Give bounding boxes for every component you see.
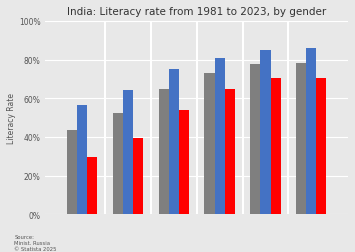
Bar: [67, 131, 77, 214]
Bar: [113, 114, 123, 214]
Bar: [169, 69, 179, 214]
Bar: [250, 65, 261, 214]
Y-axis label: Literacy Rate: Literacy Rate: [7, 93, 16, 143]
Bar: [296, 64, 306, 214]
Bar: [242, 22, 288, 214]
Bar: [133, 139, 143, 214]
Bar: [204, 74, 214, 214]
Bar: [306, 49, 316, 214]
Bar: [159, 90, 169, 214]
Bar: [87, 157, 97, 214]
Bar: [123, 91, 133, 214]
Bar: [316, 79, 327, 214]
Bar: [261, 51, 271, 214]
Bar: [197, 22, 242, 214]
Bar: [214, 59, 225, 214]
Bar: [179, 111, 189, 214]
Title: India: Literacy rate from 1981 to 2023, by gender: India: Literacy rate from 1981 to 2023, …: [67, 7, 326, 17]
Bar: [225, 90, 235, 214]
Bar: [271, 79, 280, 214]
Bar: [59, 22, 105, 214]
Bar: [105, 22, 151, 214]
Bar: [288, 22, 334, 214]
Bar: [77, 106, 87, 214]
Bar: [151, 22, 197, 214]
Text: Source:
Minist. Russia
© Statista 2025: Source: Minist. Russia © Statista 2025: [14, 234, 57, 251]
